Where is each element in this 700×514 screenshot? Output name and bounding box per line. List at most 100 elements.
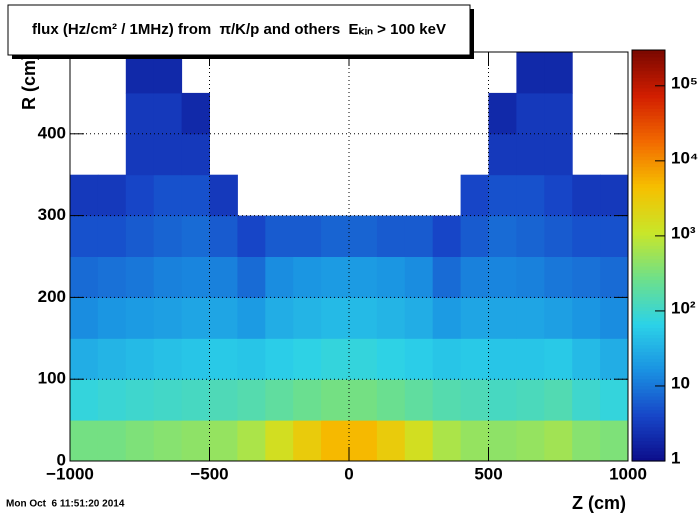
heat-cell [572, 256, 601, 298]
x-tick-label: 500 [474, 464, 502, 483]
heat-cell [97, 338, 127, 380]
colorbar-step [632, 111, 665, 116]
colorbar-step [632, 351, 665, 356]
heat-cell [516, 52, 545, 94]
heat-cell [488, 297, 517, 339]
heat-cell [153, 133, 183, 176]
overlay: −1000 −500 0 500 1000 0 100 200 300 400 1 10 10² 10³ 1… [38, 49, 698, 483]
heat-cell [572, 420, 601, 462]
heatmap [70, 52, 629, 462]
heat-cell [265, 379, 294, 421]
heat-cell [516, 338, 545, 380]
colorbar-step [632, 224, 665, 229]
heat-cell [181, 420, 210, 462]
heat-cell [432, 297, 462, 339]
colorbar-step [632, 320, 665, 325]
heat-cell [209, 379, 238, 421]
colorbar-step [632, 238, 665, 243]
heat-cell [265, 256, 294, 298]
colorbar-step [632, 300, 665, 305]
colorbar-step [632, 423, 665, 428]
y-tick-label: 0 [57, 450, 66, 469]
heat-cell [265, 338, 294, 380]
colorbar-step [632, 358, 665, 363]
heat-cell [572, 338, 601, 380]
colorbar-step [632, 204, 665, 209]
colorbar-step [632, 392, 665, 397]
heat-cell [460, 174, 489, 217]
colorbar-step [632, 313, 665, 318]
heat-cell [97, 379, 127, 421]
colorbar-step [632, 334, 665, 339]
heat-cell [460, 215, 489, 257]
heat-cell [516, 379, 545, 421]
heat-cell [265, 297, 294, 339]
colorbar-step [632, 200, 665, 205]
heat-cell [97, 215, 127, 257]
heat-cell [572, 297, 601, 339]
colorbar-step [632, 193, 665, 198]
colorbar-step [632, 56, 665, 61]
heat-cell [349, 215, 378, 257]
colorbar-tick-label: 10² [671, 298, 696, 317]
heat-cell [488, 215, 517, 257]
heat-cell [544, 174, 573, 217]
heat-cell [516, 256, 545, 298]
x-tick-label: −1000 [46, 464, 94, 483]
heat-cell [544, 420, 573, 462]
heat-cell [544, 133, 573, 176]
heat-cell [97, 256, 127, 298]
colorbar-step [632, 156, 665, 161]
heat-cell [376, 256, 406, 298]
colorbar-step [632, 402, 665, 407]
heat-cell [237, 420, 266, 462]
heat-cell [125, 297, 155, 339]
heat-cell [70, 174, 99, 217]
colorbar-step [632, 228, 665, 233]
heat-cell [70, 297, 99, 339]
colorbar-step [632, 169, 665, 174]
colorbar-step [632, 84, 665, 89]
y-axis-label: R (cm) [19, 54, 39, 110]
heat-cell [181, 338, 210, 380]
heat-cell [153, 379, 183, 421]
colorbar-step [632, 293, 665, 298]
colorbar-step [632, 152, 665, 157]
colorbar-step [632, 365, 665, 370]
colorbar-step [632, 180, 665, 185]
heat-cell [349, 338, 378, 380]
heat-cell [488, 133, 517, 176]
heat-cell [488, 92, 517, 135]
heat-cell [516, 174, 545, 217]
x-tick-label: −500 [190, 464, 228, 483]
colorbar-step [632, 258, 665, 263]
colorbar-step [632, 371, 665, 376]
colorbar-step [632, 176, 665, 181]
heat-cell [321, 256, 350, 298]
heat-cell [488, 338, 517, 380]
heat-cell [544, 379, 573, 421]
heat-cell [600, 338, 629, 380]
colorbar-step [632, 104, 665, 109]
colorbar-step [632, 115, 665, 120]
heat-cell [181, 133, 210, 176]
heat-cell [460, 256, 489, 298]
colorbar-step [632, 94, 665, 99]
colorbar-step [632, 413, 665, 418]
heat-cell [181, 256, 210, 298]
heat-cell [181, 174, 210, 217]
heat-cell [488, 420, 517, 462]
heat-cell [600, 174, 629, 217]
colorbar-step [632, 128, 665, 133]
colorbar-step [632, 50, 665, 55]
heat-cell [265, 215, 294, 257]
colorbar-step [632, 282, 665, 287]
colorbar-step [632, 255, 665, 260]
heat-cell [237, 379, 266, 421]
colorbar-step [632, 303, 665, 308]
colorbar-step [632, 60, 665, 65]
heat-cell [70, 256, 99, 298]
heat-cell [153, 338, 183, 380]
colorbar-step [632, 125, 665, 130]
